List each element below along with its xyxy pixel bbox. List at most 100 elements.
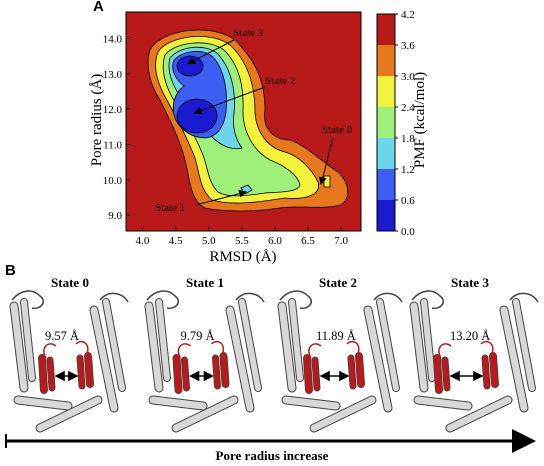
pore-loop: [43, 343, 57, 359]
panel-a-letter: A: [93, 0, 104, 15]
x-tick-label: 6.5: [301, 235, 315, 247]
pore-loop: [438, 343, 452, 359]
plot-frame: [125, 11, 362, 232]
loop-region: [411, 290, 444, 310]
helix-cylinder: [10, 302, 28, 392]
helix-cylinder: [77, 355, 85, 389]
helix-cylinder: [149, 396, 207, 410]
x-tick-label: 4.5: [169, 235, 183, 247]
state-annotation-label: State 2: [265, 75, 295, 87]
state-annotation-arrow: [318, 137, 334, 186]
pore-loop: [480, 340, 494, 357]
state-title: State 3: [451, 275, 489, 290]
helix-cylinder: [304, 355, 312, 393]
pore-distance-label: 11.89 Å: [316, 329, 356, 343]
pore-distance-label: 13.20 Å: [450, 329, 491, 343]
colorbar-tick-label: 0.0: [401, 226, 415, 238]
helix-cylinder: [310, 396, 376, 432]
contour-level-0-0-well-state3: [176, 55, 204, 77]
x-tick-label: 5.0: [202, 235, 216, 247]
colorbar-tick-label: 3.6: [401, 40, 415, 52]
helix-cylinder: [213, 355, 220, 389]
colorbar-tick-label: 1.2: [401, 164, 415, 176]
loop-region: [235, 292, 265, 303]
loop-region: [99, 292, 129, 303]
pore-loop: [75, 340, 89, 357]
pore-distance-label: 9.79 Å: [180, 329, 215, 343]
pore-distance-label: 9.57 Å: [45, 329, 80, 343]
x-tick-label: 5.5: [235, 235, 249, 247]
helix-cylinder: [14, 396, 72, 410]
helix-cylinder: [513, 299, 535, 391]
protein-cartoon-state-0: [9, 290, 129, 433]
protein-cartoon-state-3: [409, 290, 539, 433]
loop-region: [11, 290, 44, 310]
helix-cylinder: [421, 299, 435, 381]
state-title: State 1: [186, 275, 224, 290]
pore-loop: [346, 340, 360, 357]
colorbar-tick-label: 4.2: [401, 9, 415, 21]
colorbar-segment: [377, 45, 395, 76]
helix-cylinder: [490, 353, 498, 387]
colorbar-tick-label: 3.0: [401, 71, 415, 83]
x-tick-label: 6.0: [268, 235, 282, 247]
state-annotation-label: State 0: [322, 124, 353, 136]
helix-cylinder: [239, 299, 261, 391]
helix-cylinder: [47, 357, 55, 391]
pmf-contour-map: [126, 12, 361, 231]
state-annotation-label: State 3: [233, 27, 264, 39]
pore-loop: [177, 343, 191, 359]
colorbar-segment: [377, 14, 395, 45]
helix-cylinder: [312, 357, 320, 391]
helix-cylinder: [172, 396, 238, 432]
helix-cylinder: [220, 353, 229, 387]
helix-cylinder: [348, 355, 356, 389]
colorbar-label: PMF (kcal/mol): [412, 72, 428, 168]
helix-cylinder: [377, 299, 399, 391]
colorbar-segment: [377, 76, 395, 107]
protein-cartoon-state-1: [144, 290, 265, 433]
helix-cylinder: [364, 306, 392, 412]
colorbar-tick-label: 0.6: [401, 195, 415, 207]
y-axis-label: Pore radius (Å): [89, 74, 105, 166]
helix-cylinder: [278, 302, 296, 392]
helix-cylinder: [145, 302, 163, 392]
state-title: State 2: [319, 275, 357, 290]
helix-cylinder: [226, 306, 254, 412]
helix-cylinder: [36, 396, 102, 432]
helix-cylinder: [289, 299, 303, 381]
y-tick-label: 10.0: [103, 175, 123, 187]
pore-radius-increase-label: Pore radius increase: [215, 448, 329, 463]
y-axis-ticks: 9.0 10.0 11.0 12.0 13.0 14.0: [103, 33, 130, 222]
loop-region: [146, 290, 179, 310]
x-axis-ticks: 4.0 4.5 5.0 5.5 6.0 6.5 7.0: [136, 227, 349, 247]
y-tick-label: 9.0: [108, 210, 122, 222]
colorbar-segment: [377, 169, 395, 200]
x-tick-label: 7.0: [334, 235, 348, 247]
colorbar-tick-label: 2.4: [401, 102, 415, 114]
state-annotation-arrow: [193, 86, 266, 115]
helix-cylinder: [173, 355, 182, 393]
loop-region: [279, 290, 312, 310]
helix-cylinder: [500, 306, 528, 412]
helix-cylinder: [414, 396, 472, 410]
helix-cylinder: [90, 306, 118, 412]
state-annotation-arrow: [187, 39, 235, 65]
colorbar-segment: [377, 200, 395, 231]
state-title: State 0: [51, 275, 89, 290]
x-tick-label: 4.0: [136, 235, 150, 247]
helix-cylinder: [103, 299, 125, 391]
colorbar-ticks: 0.0 0.6 1.2 1.8 2.4 3.0 3.6 4.2: [395, 9, 415, 238]
helix-cylinder: [434, 355, 442, 393]
helix-cylinder: [442, 357, 450, 391]
colorbar: [376, 13, 396, 232]
helix-cylinder: [282, 396, 340, 410]
state-annotation-arrow: [195, 189, 248, 206]
helix-cylinder: [446, 396, 512, 432]
helix-cylinder: [21, 299, 35, 381]
pore-loop: [210, 340, 225, 357]
helix-cylinder: [410, 302, 428, 392]
colorbar-segment: [377, 138, 395, 169]
x-axis-label: RMSD (Å): [209, 249, 276, 265]
helix-cylinder: [482, 355, 490, 389]
